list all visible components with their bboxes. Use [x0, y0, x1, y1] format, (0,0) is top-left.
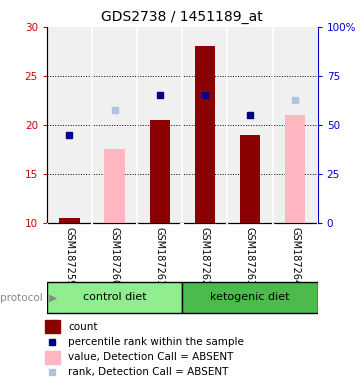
- Text: GSM187264: GSM187264: [290, 227, 300, 286]
- Text: rank, Detection Call = ABSENT: rank, Detection Call = ABSENT: [68, 367, 229, 377]
- Text: GSM187261: GSM187261: [155, 227, 165, 286]
- Bar: [195, 46, 215, 223]
- Bar: [45, 351, 60, 364]
- Bar: [104, 149, 125, 223]
- Bar: [285, 115, 305, 223]
- Bar: [182, 282, 318, 313]
- Text: value, Detection Call = ABSENT: value, Detection Call = ABSENT: [68, 352, 234, 362]
- Bar: [45, 320, 60, 333]
- Text: ketogenic diet: ketogenic diet: [210, 292, 290, 302]
- Text: GSM187263: GSM187263: [245, 227, 255, 286]
- Text: GSM187260: GSM187260: [110, 227, 119, 286]
- Title: GDS2738 / 1451189_at: GDS2738 / 1451189_at: [101, 10, 263, 25]
- Bar: [149, 120, 170, 223]
- Text: percentile rank within the sample: percentile rank within the sample: [68, 337, 244, 347]
- Bar: [240, 134, 260, 223]
- Text: control diet: control diet: [83, 292, 147, 302]
- Text: protocol  ▶: protocol ▶: [0, 293, 58, 303]
- Text: count: count: [68, 322, 97, 332]
- Bar: [47, 282, 182, 313]
- Text: GSM187259: GSM187259: [65, 227, 74, 286]
- Text: GSM187262: GSM187262: [200, 227, 210, 286]
- Bar: [59, 218, 80, 223]
